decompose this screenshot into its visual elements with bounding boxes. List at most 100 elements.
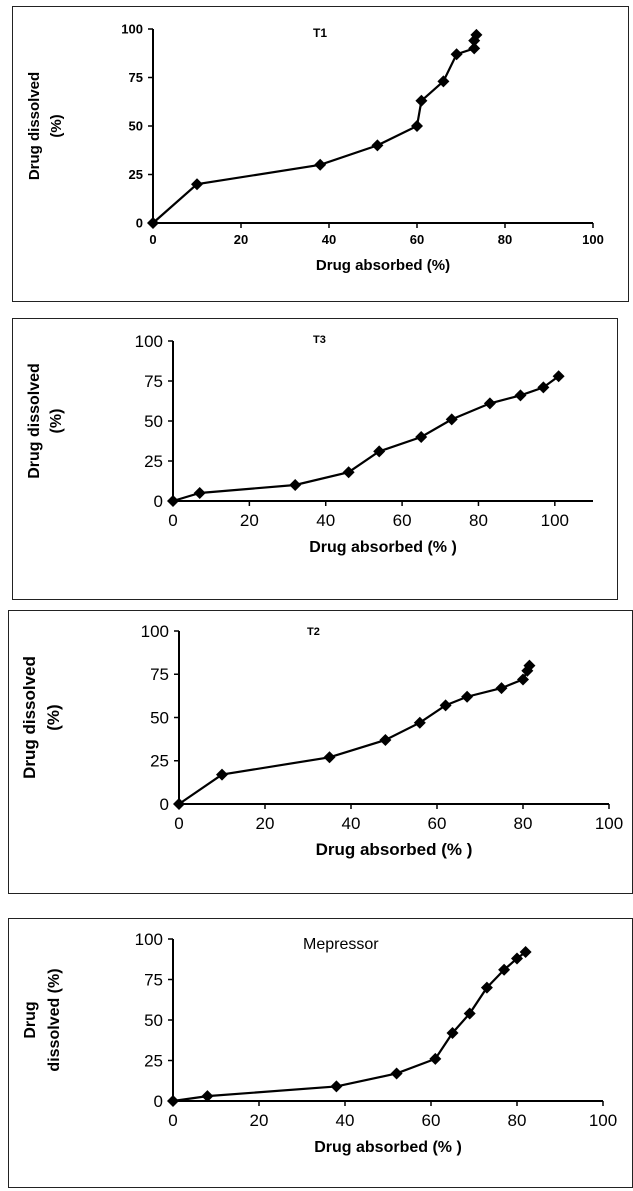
y-axis-label: Drug dissolved [26,363,43,479]
y-tick-label: 100 [141,622,169,641]
x-tick-label: 80 [498,232,512,247]
y-tick-label: 0 [160,795,169,814]
data-point [517,673,529,686]
chart-mepressor: 0 25 50 75 100 0 20 40 60 80 100 Mepressor Drug abso… [22,930,617,1156]
data-point [167,495,179,507]
x-tick-label: 20 [250,1111,269,1130]
y-tick-label: 0 [154,1092,163,1111]
x-tick-label: 80 [469,511,488,530]
data-point [415,94,428,107]
chart-panel-t1: 0 25 50 75 100 0 20 40 60 80 100 T1 Drug absorbed (%… [12,6,629,302]
y-axis-label: Drug [22,1001,39,1038]
y-tick-label: 50 [129,119,143,134]
x-tick-label: 60 [428,814,447,833]
series-line [178,665,531,805]
x-axis-label: Drug absorbed (% ) [314,1139,462,1156]
chart-t3: 0 25 50 75 100 0 20 40 60 80 100 T3 Drug absorbed (%… [26,332,593,556]
x-tick-label: 80 [508,1111,527,1130]
data-point [413,716,426,729]
x-tick-label: 20 [240,511,259,530]
x-tick-label: 40 [322,232,336,247]
x-tick-label: 100 [541,511,569,530]
y-axis-label: (%) [44,704,63,730]
y-tick-label: 75 [150,665,169,684]
data-point [463,1007,476,1020]
x-tick-label: 0 [168,511,177,530]
x-tick-label: 0 [168,1111,177,1130]
data-point [450,48,463,61]
y-axis-label: (%) [48,409,65,434]
data-point [429,1052,442,1065]
data-point [330,1080,343,1093]
y-tick-label: 100 [121,22,143,37]
chart-t1: 0 25 50 75 100 0 20 40 60 80 100 T1 Drug absorbed (%… [26,22,604,274]
x-tick-label: 60 [422,1111,441,1130]
x-tick-label: 80 [514,814,533,833]
data-point [446,1026,459,1039]
x-tick-label: 100 [582,232,604,247]
data-point [173,798,185,810]
chart-title: T2 [307,626,320,638]
chart-title: T1 [313,26,327,40]
x-tick-label: 100 [589,1111,617,1130]
data-point [216,768,228,781]
y-tick-label: 100 [135,332,163,351]
data-point [470,28,483,41]
series-line [172,951,527,1103]
data-point [495,682,508,695]
x-tick-label: 100 [595,814,623,833]
y-axis-label: dissolved (%) [46,968,63,1071]
y-tick-label: 75 [144,970,163,989]
chart-panel-t3: 0 25 50 75 100 0 20 40 60 80 100 T3 Drug absorbed (%… [12,318,618,600]
y-axis-label: (%) [48,114,65,137]
data-point [480,981,493,994]
data-point [415,431,428,443]
chart-title: T3 [313,334,326,346]
data-point [201,1090,214,1103]
chart-t2: 0 25 50 75 100 0 20 40 60 80 100 T2 Drug absorbed (%… [20,622,623,859]
y-tick-label: 100 [135,930,163,949]
data-point [483,397,496,410]
data-point [519,945,532,958]
y-tick-label: 50 [150,708,169,727]
data-point [411,120,423,132]
data-point [390,1067,403,1080]
data-point [523,659,536,672]
y-tick-label: 25 [150,752,169,771]
y-axis-label: Drug dissolved [20,656,39,779]
y-tick-label: 0 [154,492,163,511]
data-point [521,664,534,677]
x-tick-label: 20 [256,814,275,833]
y-tick-label: 50 [144,1011,163,1030]
y-tick-label: 25 [144,452,163,471]
data-point [439,699,452,712]
x-tick-label: 60 [410,232,424,247]
x-axis-label: Drug absorbed (% ) [316,840,473,859]
data-point [193,487,206,499]
x-axis-label: Drug absorbed (% ) [309,539,457,556]
y-axis-label: Drug dissolved [26,72,43,180]
data-point [342,466,355,479]
x-axis-label: Drug absorbed (%) [316,257,450,274]
data-point [514,389,527,402]
y-tick-label: 25 [144,1051,163,1070]
y-tick-label: 75 [129,70,143,85]
data-point [147,217,159,229]
x-tick-label: 40 [316,511,335,530]
data-point [445,413,458,426]
data-point [191,178,203,191]
data-point [371,139,384,152]
data-point [461,690,474,703]
data-point [552,370,565,383]
x-tick-label: 60 [393,511,412,530]
chart-panel-mepressor: 0 25 50 75 100 0 20 40 60 80 100 Mepressor Drug abso… [8,918,633,1188]
y-tick-label: 75 [144,372,163,391]
y-tick-label: 50 [144,412,163,431]
data-point [379,733,392,746]
series-line [152,34,478,224]
data-point [437,75,450,88]
data-point [323,751,336,764]
chart-title: Mepressor [303,936,379,953]
y-tick-label: 25 [129,167,143,182]
data-point [314,158,327,171]
